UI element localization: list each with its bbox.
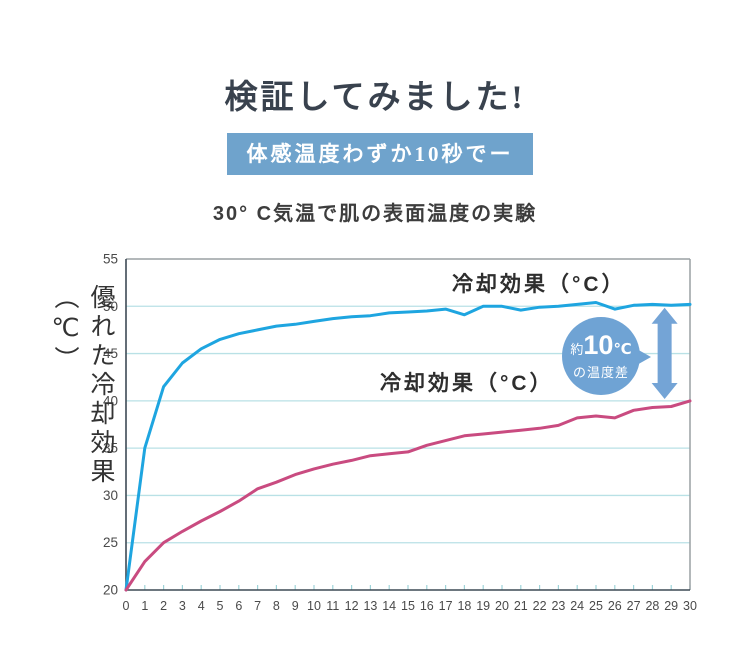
x-tick-label-19: 19 <box>476 599 490 613</box>
x-tick-label-24: 24 <box>570 599 584 613</box>
bubble-value: 10 <box>583 329 614 360</box>
x-tick-label-5: 5 <box>217 599 224 613</box>
bubble-prefix: 約 <box>570 341 584 357</box>
x-tick-label-11: 11 <box>326 599 339 613</box>
x-tick-label-7: 7 <box>254 599 261 613</box>
x-tick-label-12: 12 <box>345 599 359 613</box>
bubble-unit: ℃ <box>613 340 632 358</box>
bubble-line1: 約10℃ <box>570 329 632 360</box>
x-tick-label-2: 2 <box>160 599 167 613</box>
y-tick-label-55: 55 <box>103 252 118 267</box>
y-tick-label-45: 45 <box>103 346 118 361</box>
y-tick-label-50: 50 <box>103 299 118 314</box>
x-tick-label-27: 27 <box>627 599 641 613</box>
bubble-line2: の温度差 <box>572 364 629 380</box>
series-line-0 <box>124 301 692 592</box>
x-tick-label-28: 28 <box>645 599 659 613</box>
y-tick-label-40: 40 <box>103 393 118 408</box>
x-tick-label-22: 22 <box>533 599 547 613</box>
x-tick-label-16: 16 <box>420 599 434 613</box>
y-tick-label-35: 35 <box>103 441 118 456</box>
x-tick-label-18: 18 <box>457 599 471 613</box>
x-tick-label-14: 14 <box>382 599 396 613</box>
x-tick-label-9: 9 <box>292 599 299 613</box>
x-tick-label-29: 29 <box>664 599 678 613</box>
x-tick-label-15: 15 <box>401 599 415 613</box>
x-tick-label-0: 0 <box>123 599 130 613</box>
temperature-difference-bubble: 約10℃ の温度差 <box>562 317 640 395</box>
chart-subtitle: 30° C気温で肌の表面温度の実験 <box>212 203 538 225</box>
x-tick-label-26: 26 <box>608 599 622 613</box>
x-tick-label-8: 8 <box>273 599 280 613</box>
x-tick-label-4: 4 <box>198 599 205 613</box>
x-tick-label-20: 20 <box>495 599 509 613</box>
x-tick-label-21: 21 <box>514 599 528 613</box>
x-tick-label-6: 6 <box>235 599 242 613</box>
x-tick-label-25: 25 <box>589 599 603 613</box>
y-tick-label-30: 30 <box>103 488 118 503</box>
x-tick-label-30: 30 <box>683 599 697 613</box>
x-tick-label-1: 1 <box>141 599 148 613</box>
x-tick-label-10: 10 <box>307 599 321 613</box>
header-badge: 体感温度わずか10秒でー <box>227 133 533 175</box>
difference-arrow <box>651 307 678 399</box>
x-tick-label-13: 13 <box>363 599 377 613</box>
series-label-bottom: 冷却効果（°C） <box>380 372 554 395</box>
line-chart: 20 25 30 35 40 45 50 55 0 1 2 3 4 5 6 7 8 9 10 11 12 13 14 15 16… <box>0 240 750 650</box>
y-axis-title: 優れた冷却効果（℃） <box>51 284 115 487</box>
series-line-1 <box>124 399 692 592</box>
x-tick-label-17: 17 <box>439 599 453 613</box>
x-tick-label-23: 23 <box>551 599 565 613</box>
page-title: 検証してみました! <box>224 80 526 116</box>
x-tick-label-3: 3 <box>179 599 186 613</box>
y-tick-label-25: 25 <box>103 535 118 550</box>
series-label-top: 冷却効果（°C） <box>452 273 626 296</box>
y-tick-label-20: 20 <box>103 583 118 598</box>
